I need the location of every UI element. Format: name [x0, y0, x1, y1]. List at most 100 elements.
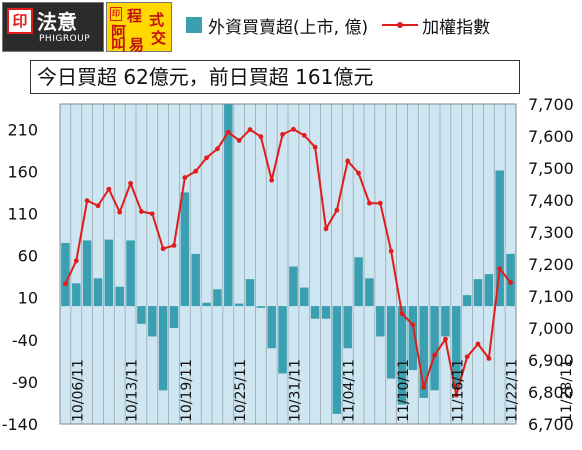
logo2-char: 易	[129, 36, 145, 54]
bar	[441, 306, 450, 337]
logo-subtitle: PHIGROUP	[39, 34, 91, 44]
right-axis-tick-label: 6,900	[528, 351, 574, 370]
bar	[61, 242, 70, 307]
logo-name: 法意	[37, 10, 77, 34]
index-point	[464, 354, 470, 360]
index-point	[269, 177, 275, 183]
bar	[169, 306, 179, 328]
chart-legend: 外資買賣超(上市, 億) 加權指數	[186, 10, 490, 40]
right-axis-tick-label: 7,100	[528, 287, 574, 306]
index-point	[128, 180, 133, 186]
index-point	[486, 356, 492, 361]
index-point	[475, 341, 481, 347]
bar	[224, 104, 233, 307]
bar	[158, 306, 168, 391]
phigroup-logo: 印 法意 PHIGROUP	[2, 2, 104, 52]
bar	[202, 302, 211, 307]
index-point	[291, 126, 296, 132]
index-point	[117, 209, 123, 215]
legend-line-label: 加權指數	[422, 17, 491, 38]
x-tick-label: 10/13/11	[125, 359, 141, 422]
bar	[473, 279, 483, 307]
logo2-char: 叫	[111, 36, 127, 54]
index-point	[301, 132, 307, 138]
index-point	[443, 336, 448, 342]
logo-seal-icon: 印	[7, 8, 33, 34]
bar	[245, 279, 255, 307]
bar	[267, 306, 276, 349]
index-point	[388, 248, 394, 254]
bar	[506, 253, 515, 307]
bar	[256, 306, 266, 308]
right-axis-tick-label: 6,800	[528, 383, 574, 402]
left-axis-tick-label: 10	[18, 289, 38, 308]
bar	[148, 306, 157, 337]
index-point	[421, 384, 427, 390]
bar	[137, 306, 146, 324]
bar	[462, 295, 472, 307]
index-point	[149, 211, 155, 217]
bar	[430, 306, 439, 391]
index-point	[410, 322, 416, 328]
index-point	[377, 200, 383, 206]
index-point	[106, 186, 112, 192]
index-point	[453, 392, 459, 398]
logo2-char: 程	[127, 7, 143, 25]
bar	[126, 240, 135, 307]
bar	[332, 306, 342, 414]
bar	[408, 306, 418, 371]
index-point	[63, 281, 68, 287]
index-point	[280, 132, 285, 137]
index-point	[399, 311, 405, 316]
index-point	[323, 226, 329, 232]
left-axis-tick-label: -90	[12, 373, 38, 392]
left-axis-tick-label: 160	[7, 162, 38, 181]
index-point	[236, 138, 242, 143]
index-point	[182, 175, 188, 181]
index-point	[334, 207, 340, 213]
index-line	[64, 128, 512, 396]
index-point	[215, 146, 220, 152]
x-tick-label: 11/10/11	[396, 359, 412, 422]
x-tick-label: 11/04/11	[342, 359, 358, 422]
index-point	[139, 209, 144, 214]
index-point	[508, 280, 513, 285]
right-axis-tick-label: 7,000	[528, 319, 574, 338]
index-point	[160, 246, 166, 252]
bar	[365, 278, 374, 307]
bar	[213, 289, 222, 307]
bar	[495, 170, 504, 307]
index-point	[84, 198, 90, 204]
index-point	[258, 134, 264, 140]
left-axis-tick-label: 210	[7, 120, 38, 139]
bar	[354, 257, 363, 307]
index-point	[345, 158, 351, 164]
index-point	[356, 170, 361, 176]
bar	[278, 306, 287, 374]
x-tick-label: 10/31/11	[287, 359, 303, 422]
left-axis-tick-label: -140	[2, 415, 38, 434]
right-axis-tick-label: 7,600	[528, 127, 574, 146]
index-point	[225, 129, 231, 135]
legend-line-swatch	[382, 17, 419, 33]
bar	[234, 303, 244, 307]
bar	[82, 240, 92, 307]
right-axis-tick-label: 7,400	[528, 191, 574, 210]
right-axis-tick-label: 7,500	[528, 159, 574, 178]
x-tick-label: 10/25/11	[233, 359, 249, 422]
logo2-char: 式	[149, 11, 165, 29]
index-point	[432, 352, 437, 358]
caption-box: 今日買超 62億元，前日買超 161億元	[30, 60, 520, 94]
logo2-seal-icon: 印	[110, 7, 122, 21]
bar	[300, 287, 309, 307]
bar	[310, 306, 320, 319]
right-axis-tick-label: 7,300	[528, 223, 574, 242]
index-point	[73, 258, 79, 264]
x-tick-label: 11/28/11	[559, 359, 575, 422]
index-point	[193, 168, 199, 174]
bar	[115, 286, 124, 307]
bar	[180, 192, 190, 307]
logo2-char: 阿	[111, 23, 127, 41]
right-axis-tick-label: 6,700	[528, 415, 574, 434]
